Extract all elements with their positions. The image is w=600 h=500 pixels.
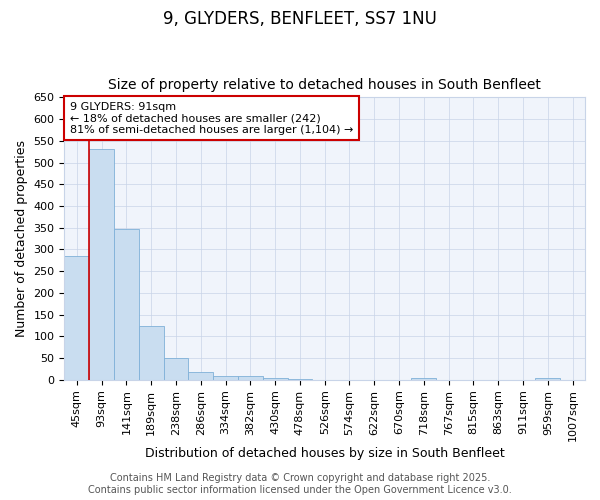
Bar — [64, 256, 89, 380]
Bar — [412, 378, 436, 380]
Title: Size of property relative to detached houses in South Benfleet: Size of property relative to detached ho… — [108, 78, 541, 92]
Y-axis label: Number of detached properties: Number of detached properties — [15, 140, 28, 337]
Text: Contains HM Land Registry data © Crown copyright and database right 2025.
Contai: Contains HM Land Registry data © Crown c… — [88, 474, 512, 495]
Bar — [114, 228, 139, 380]
Bar — [238, 376, 263, 380]
X-axis label: Distribution of detached houses by size in South Benfleet: Distribution of detached houses by size … — [145, 447, 505, 460]
Bar — [164, 358, 188, 380]
Text: 9, GLYDERS, BENFLEET, SS7 1NU: 9, GLYDERS, BENFLEET, SS7 1NU — [163, 10, 437, 28]
Bar — [287, 378, 313, 380]
Bar — [89, 150, 114, 380]
Text: 9 GLYDERS: 91sqm
← 18% of detached houses are smaller (242)
81% of semi-detached: 9 GLYDERS: 91sqm ← 18% of detached house… — [70, 102, 353, 135]
Bar — [139, 326, 164, 380]
Bar — [213, 376, 238, 380]
Bar — [535, 378, 560, 380]
Bar — [263, 378, 287, 380]
Bar — [188, 372, 213, 380]
